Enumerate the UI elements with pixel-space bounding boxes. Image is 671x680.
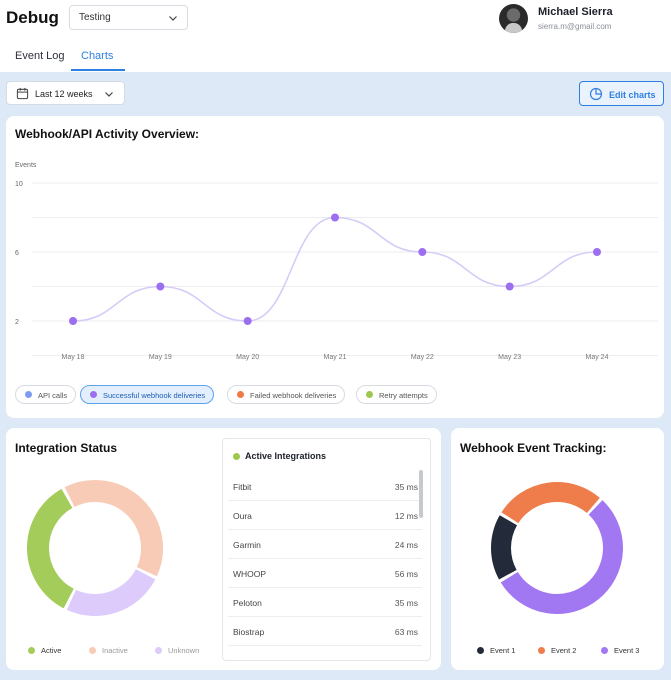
- date-range-label: Last 12 weeks: [35, 89, 93, 99]
- environment-value: Testing: [79, 12, 111, 23]
- date-range-select[interactable]: Last 12 weeks: [6, 81, 125, 105]
- list-item[interactable]: Garmin 24 ms: [228, 530, 422, 559]
- data-point: [505, 282, 514, 291]
- event-tracking-title: Webhook Event Tracking:: [460, 441, 607, 455]
- top-bar: Debug Testing Michael Sierra sierra.m@gm…: [0, 0, 671, 38]
- chevron-down-icon: [105, 92, 113, 97]
- charts-content: Last 12 weeks Edit charts Webhook/API Ac…: [0, 72, 671, 680]
- x-tick-label: May 19: [149, 354, 172, 361]
- y-tick-label: 6: [15, 250, 19, 257]
- legend-event-1: Event 1: [477, 646, 515, 655]
- avatar: [499, 4, 528, 33]
- integration-status-donut: [27, 480, 163, 616]
- list-item[interactable]: Fitbit 35 ms: [228, 472, 422, 501]
- legend-unknown: Unknown: [155, 646, 199, 655]
- legend-dot: [477, 647, 484, 654]
- user-email: sierra.m@gmail.com: [538, 22, 612, 31]
- x-tick-label: May 21: [324, 354, 347, 361]
- activity-line-chart: Events 2 6 10 May 18 May 19 May 20 May 21 May 22…: [15, 162, 658, 361]
- data-point: [69, 317, 77, 325]
- scrollbar[interactable]: [419, 470, 423, 518]
- pie-chart-icon: [589, 87, 603, 101]
- x-tick-label: May 18: [62, 354, 85, 361]
- event-tracking-card: Webhook Event Tracking: Event 1 Event 2 …: [451, 428, 664, 670]
- legend-dot: [89, 647, 96, 654]
- y-tick-label: 10: [15, 181, 23, 188]
- list-item[interactable]: Oura 12 ms: [228, 501, 422, 530]
- x-tick-label: May 22: [411, 354, 434, 361]
- integration-status-title: Integration Status: [15, 441, 118, 455]
- legend-dot: [601, 647, 608, 654]
- legend-dot: [90, 391, 97, 398]
- legend-successful-deliveries[interactable]: Successful webhook deliveries: [80, 385, 215, 404]
- status-dot: [233, 453, 240, 460]
- activity-overview-card: Webhook/API Activity Overview: Events 2 6 1…: [6, 116, 664, 418]
- data-point: [243, 317, 252, 325]
- edit-charts-label: Edit charts: [609, 90, 656, 100]
- donut-segment: [500, 500, 623, 614]
- data-point: [156, 282, 165, 291]
- active-tab-indicator: [71, 69, 125, 71]
- edit-charts-button[interactable]: Edit charts: [579, 81, 664, 106]
- active-integrations-panel: Active Integrations Fitbit 35 ms Oura 12 m…: [222, 438, 431, 661]
- environment-select[interactable]: Testing: [69, 5, 188, 30]
- chevron-down-icon: [169, 16, 177, 21]
- list-item[interactable]: WHOOP 56 ms: [228, 559, 422, 588]
- legend-active: Active: [28, 646, 61, 655]
- data-point: [593, 248, 601, 256]
- legend-dot: [25, 391, 32, 398]
- legend-dot: [155, 647, 162, 654]
- donut-segment: [501, 482, 600, 524]
- donut-segment: [491, 515, 518, 580]
- legend-inactive: Inactive: [89, 646, 128, 655]
- list-item[interactable]: Peloton 35 ms: [228, 588, 422, 617]
- legend-api-calls[interactable]: API calls: [15, 385, 77, 404]
- y-axis-label: Events: [15, 162, 37, 169]
- integration-status-card: Integration Status Active Inactive Unkno…: [6, 428, 441, 670]
- tab-event-log[interactable]: Event Log: [15, 50, 65, 62]
- x-tick-label: May 23: [498, 354, 521, 361]
- user-menu[interactable]: Michael Sierra sierra.m@gmail.com: [499, 4, 669, 34]
- data-point: [331, 213, 339, 222]
- legend-dot: [237, 391, 244, 398]
- activity-card-title: Webhook/API Activity Overview:: [15, 127, 200, 141]
- y-tick-label: 2: [15, 319, 19, 326]
- app-title: Debug: [6, 8, 59, 27]
- calendar-icon: [16, 87, 29, 100]
- legend-dot: [28, 647, 35, 654]
- series-line: [72, 216, 598, 322]
- tab-bar: Event Log Charts: [0, 38, 671, 72]
- active-integrations-header: Active Integrations: [233, 451, 326, 461]
- legend-failed-deliveries[interactable]: Failed webhook deliveries: [227, 385, 346, 404]
- data-point: [418, 248, 427, 256]
- tab-charts[interactable]: Charts: [81, 50, 114, 62]
- legend-dot: [538, 647, 545, 654]
- user-name: Michael Sierra: [538, 6, 613, 18]
- x-tick-label: May 24: [586, 354, 609, 361]
- donut-segment: [66, 568, 156, 616]
- legend-event-2: Event 2: [538, 646, 576, 655]
- integrations-list: Fitbit 35 ms Oura 12 ms Garmin 24 ms WHOOP 5…: [228, 472, 422, 646]
- donut-segment: [64, 480, 163, 577]
- donut-segment: [27, 488, 75, 609]
- x-tick-label: May 20: [236, 354, 259, 361]
- legend-event-3: Event 3: [601, 646, 639, 655]
- legend-dot: [366, 391, 373, 398]
- event-tracking-donut: [491, 482, 623, 614]
- legend-retry-attempts[interactable]: Retry attempts: [356, 385, 437, 404]
- list-item[interactable]: Biostrap 63 ms: [228, 617, 422, 646]
